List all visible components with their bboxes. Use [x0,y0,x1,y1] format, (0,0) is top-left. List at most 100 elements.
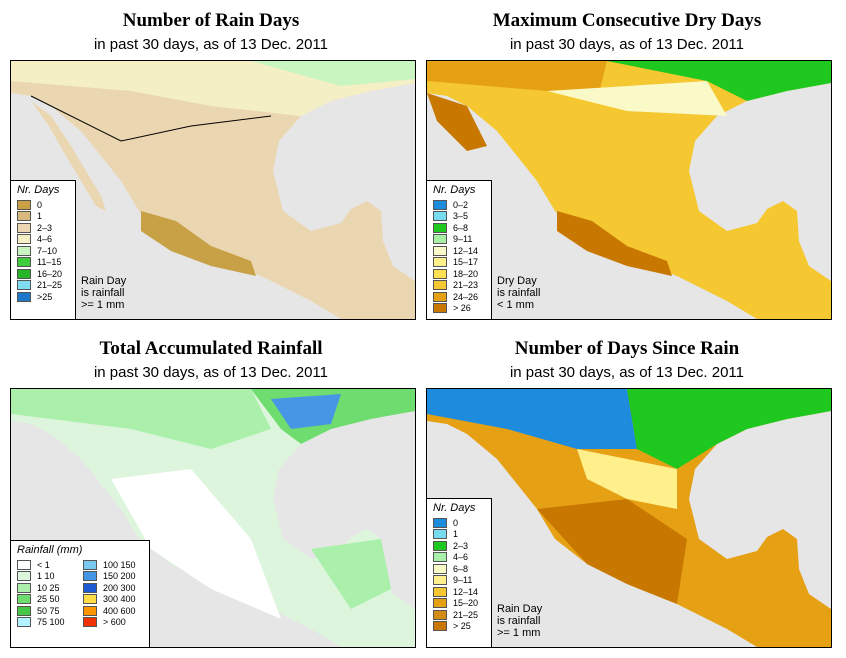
legend-swatch [433,280,447,291]
legend-swatch [433,598,447,609]
legend-swatch [433,234,447,245]
legend-label: 24–26 [453,291,479,302]
panel-title: Number of Days Since Rain [514,338,740,359]
legend-label: 6–8 [453,563,469,574]
legend-swatch [17,559,31,570]
legend-title: Rainfall (mm) [17,544,83,556]
legend-label: 15–17 [453,257,479,268]
legend-swatch [17,582,31,593]
legend-item: 6–8 [433,563,491,575]
legend-label: 25 50 [37,594,60,605]
legend-item: 25 50 [17,594,83,606]
legend-item: 12–14 [433,586,491,598]
legend-swatch [17,222,31,233]
legend-item: 24–26 [433,291,491,303]
legend-label: 6–8 [453,222,469,233]
legend-label: 4–6 [453,552,469,563]
legend-swatch [433,575,447,586]
legend-item: 3–5 [433,211,491,223]
panel-days-since-rain: Number of Days Since Rain in past 30 day… [424,328,832,648]
legend-label: 7–10 [37,245,58,256]
legend-swatch [83,571,97,582]
note-line: is rainfall [497,287,541,299]
note-line: >= 1 mm [81,299,125,311]
legend-item: 75 100 [17,617,83,629]
legend-swatch [17,199,31,210]
legend-swatch [433,529,447,540]
legend-item: 7–10 [17,245,75,257]
legend-label: 300 400 [103,594,136,605]
legend-item: > 25 [433,621,491,633]
legend-swatch [17,211,31,222]
legend-item: 0 [17,199,75,211]
legend-item: 21–25 [433,609,491,621]
legend-item: 2–3 [433,540,491,552]
legend-label: 2–3 [453,540,469,551]
legend-swatch [433,517,447,528]
legend-label: 10 25 [37,582,60,593]
legend-note: Dry Day is rainfall < 1 mm [497,275,540,311]
panel-rain-days: Number of Rain Days in past 30 days, as … [8,0,416,320]
legend-label: 75 100 [37,617,65,628]
legend-item: 1 10 [17,571,83,583]
legend-label: 0 [37,199,43,210]
legend-label: 21–25 [37,280,63,291]
legend-item: 1 [433,529,491,541]
legend-label: 150 200 [103,571,136,582]
legend-item: >25 [17,291,75,303]
legend-swatch [433,257,447,268]
panel-subtitle: in past 30 days, as of 13 Dec. 2011 [509,364,745,381]
legend-swatch [83,559,97,570]
legend-label: 4–6 [37,234,53,245]
legend-item: < 1 [17,559,83,571]
legend-label: 21–25 [453,609,479,620]
legend-swatch [17,280,31,291]
legend-label: 200 300 [103,582,136,593]
note-line: Dry Day [497,275,537,287]
map-svg [427,61,831,319]
legend-item: 6–8 [433,222,491,234]
legend-item: 15–17 [433,257,491,269]
legend-swatch [433,563,447,574]
legend-label: < 1 [37,559,50,570]
legend-item: 9–11 [433,575,491,587]
legend-item: 150 200 [83,571,149,583]
panel-title: Maximum Consecutive Dry Days [492,10,762,31]
legend-swatch [433,586,447,597]
legend-swatch [433,211,447,222]
legend-swatch [83,594,97,605]
legend-label: > 25 [453,621,471,632]
legend-label: >25 [37,291,53,302]
legend-swatch [17,291,31,302]
legend: Nr. Days 0 1 2–3 4–6 6–8 9–11 12–14 15–20 21–25 >… [426,498,492,648]
legend-swatch [17,617,31,628]
legend: Nr. Days 0–2 3–5 6–8 9–11 12–14 15–17 18–20 21–… [426,180,492,320]
legend-swatch [17,594,31,605]
legend-swatch [17,234,31,245]
legend-swatch [433,199,447,210]
legend-label: 1 10 [37,571,55,582]
legend-item: 200 300 [83,582,149,594]
legend-item: 0 [433,517,491,529]
legend-item: 50 75 [17,605,83,617]
legend-swatch [433,303,447,314]
legend-label: 1 [37,211,43,222]
map-rain-days [10,60,416,320]
legend-item: 21–25 [17,280,75,292]
legend-title: Nr. Days [433,502,476,514]
legend-swatch [83,617,97,628]
legend-label: 18–20 [453,268,479,279]
legend-item: 11–15 [17,257,75,269]
legend: Nr. Days 0 1 2–3 4–6 7–10 11–15 16–20 21–25 >25 [10,180,76,320]
legend-title: Nr. Days [17,184,60,196]
legend-item: 300 400 [83,594,149,606]
note-line: >= 1 mm [497,627,541,639]
legend-swatch [433,621,447,632]
legend-label: 21–23 [453,280,479,291]
legend-swatch [433,222,447,233]
legend-label: 0 [453,517,459,528]
legend-swatch [433,552,447,563]
legend-swatch [17,605,31,616]
legend-swatch [83,605,97,616]
legend-label: 12–14 [453,586,479,597]
